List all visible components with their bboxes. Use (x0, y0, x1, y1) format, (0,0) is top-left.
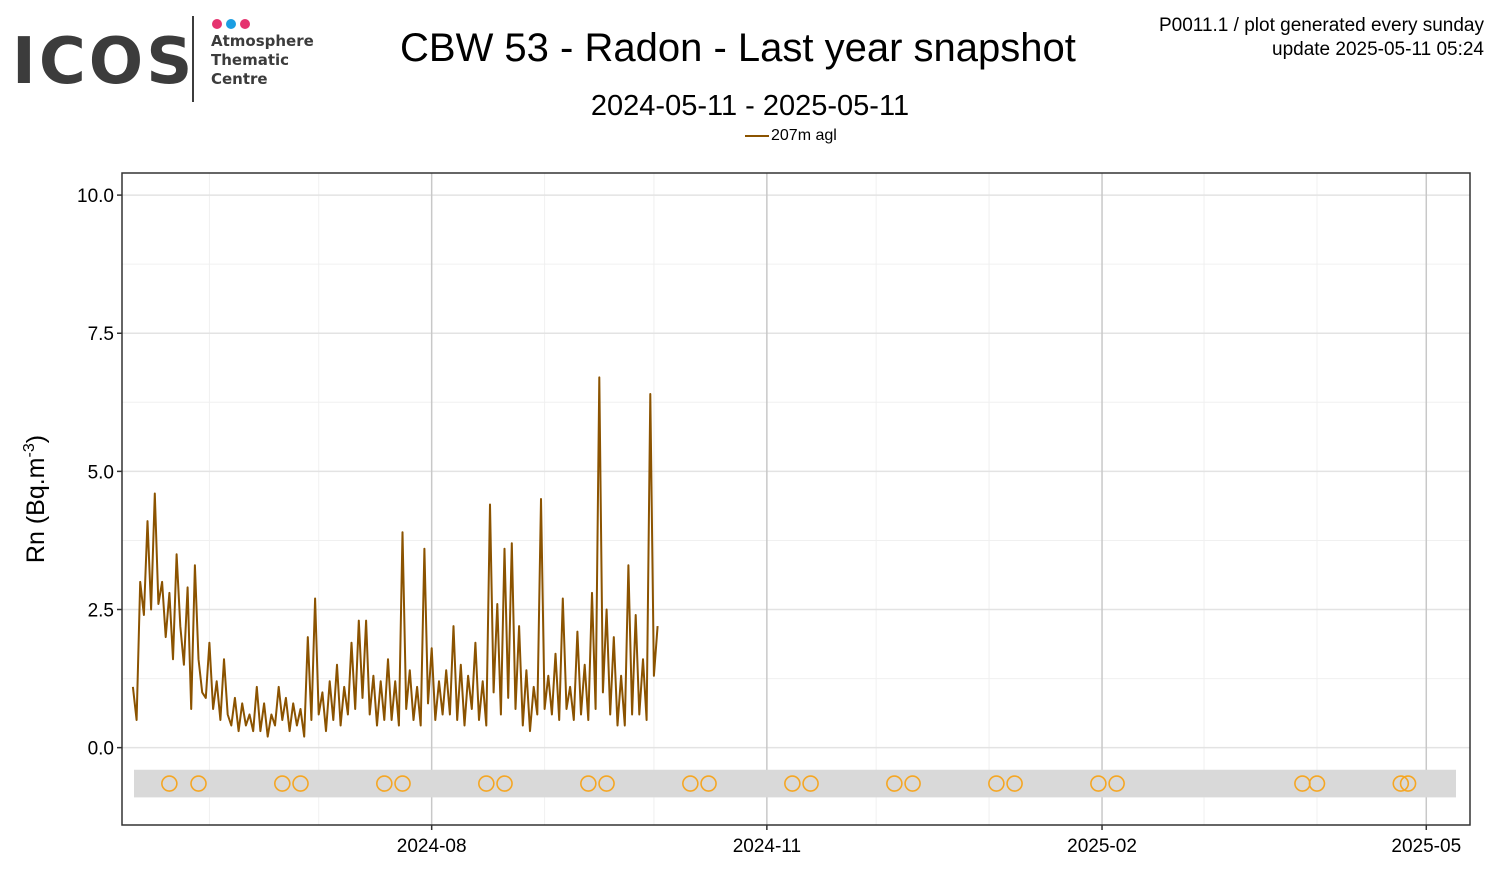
chart-subtitle: 2024-05-11 - 2025-05-11 (590, 90, 910, 122)
series-line-207m (131, 376, 659, 738)
logo-sub-line: Thematic (211, 51, 290, 69)
sample-marker (394, 775, 411, 792)
sample-marker (1392, 775, 1410, 792)
sample-marker (496, 775, 513, 792)
logo-dots (212, 16, 254, 34)
marker-band (134, 769, 1456, 798)
y-tick-label: 0.0 (88, 739, 114, 760)
plot-info: P0011.1 / plot generated every sunday up… (1159, 14, 1484, 62)
sample-marker (1308, 775, 1326, 792)
plot-info-line2: update 2025-05-11 05:24 (1272, 39, 1484, 60)
sample-marker (161, 775, 178, 792)
sample-marker (376, 775, 393, 792)
logo-dot-icon (226, 19, 236, 29)
sample-marker (784, 775, 801, 792)
sample-marker (1090, 775, 1107, 792)
sample-marker (598, 775, 615, 792)
legend-label: 207m agl (771, 127, 837, 144)
sample-marker (1399, 775, 1417, 792)
sample-marker (1006, 775, 1023, 792)
y-tick-label: 2.5 (88, 601, 114, 622)
plot-border (121, 172, 1471, 826)
y-tick-label: 7.5 (88, 324, 114, 345)
sample-marker (700, 775, 717, 792)
sample-marker (190, 775, 207, 792)
x-tick-label: 2024-11 (733, 836, 801, 857)
x-tick-label: 2025-02 (1067, 836, 1137, 857)
sample-marker (682, 775, 699, 792)
plot-info-line1: P0011.1 / plot generated every sunday (1159, 15, 1484, 36)
sample-marker (580, 775, 597, 792)
legend: 207m agl (745, 126, 837, 146)
x-tick-label: 2025-05 (1391, 836, 1461, 857)
sample-marker (886, 775, 903, 792)
icos-logo: ICOS Atmosphere Thematic Centre (10, 12, 340, 107)
logo-wordmark: ICOS (12, 25, 196, 99)
x-tick-label: 2024-08 (397, 836, 467, 857)
logo-dot-icon (212, 19, 222, 29)
y-tick-label: 10.0 (77, 186, 114, 207)
plot-background (122, 173, 1470, 825)
sample-marker (274, 775, 291, 792)
sample-marker (478, 775, 495, 792)
logo-sub-line: Centre (211, 70, 268, 88)
sample-marker (988, 775, 1005, 792)
y-axis-label: Rn (Bq.m-3) (21, 435, 50, 563)
logo-sub-line: Atmosphere (211, 32, 314, 50)
sample-marker (904, 775, 921, 792)
logo-dot-icon (240, 19, 250, 29)
logo-subtitle: Atmosphere Thematic Centre (211, 32, 314, 89)
chart-title: CBW 53 - Radon - Last year snapshot (400, 26, 1076, 70)
legend-swatch (745, 134, 769, 137)
sample-marker (292, 775, 309, 792)
sample-marker (1108, 775, 1125, 792)
sample-marker (802, 775, 819, 792)
y-tick-label: 5.0 (88, 462, 114, 483)
logo-divider (192, 16, 194, 102)
